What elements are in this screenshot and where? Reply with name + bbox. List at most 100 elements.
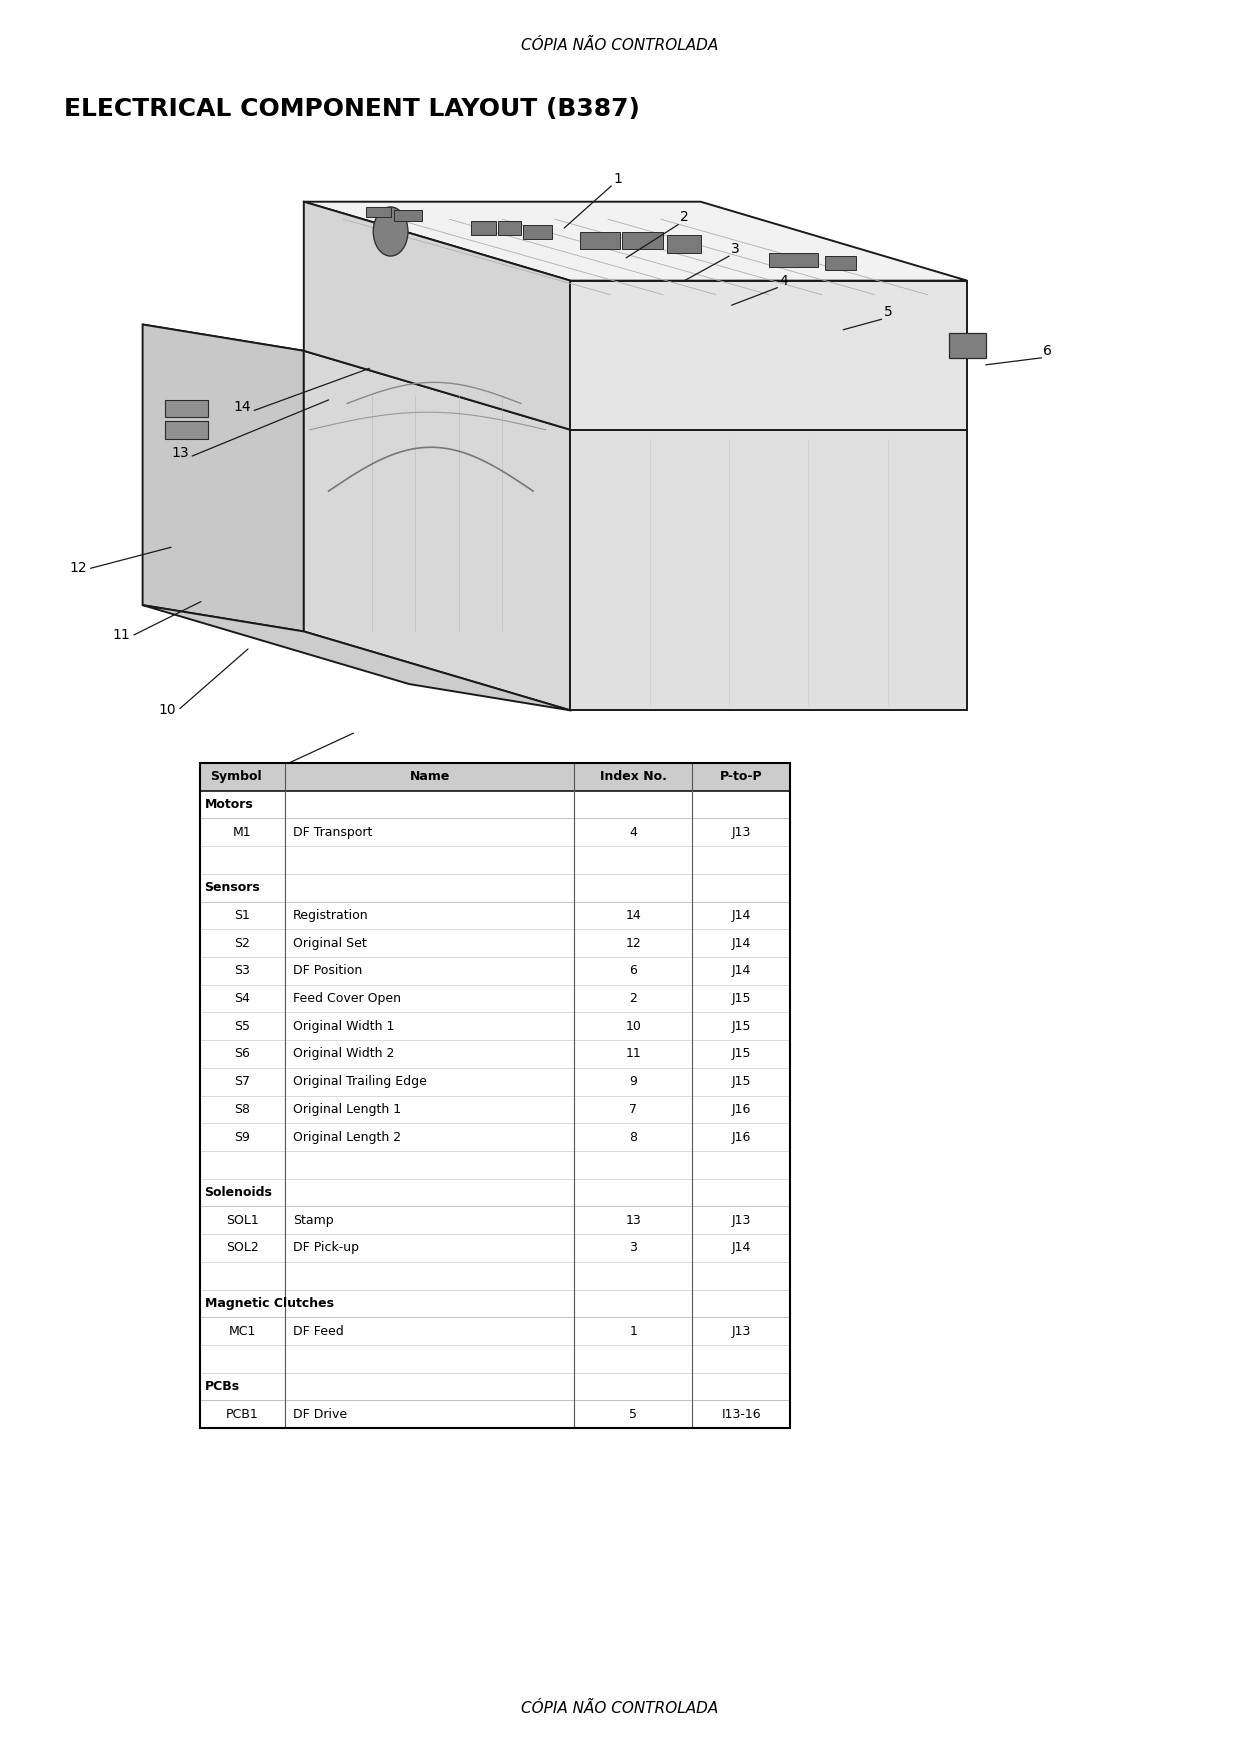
Polygon shape (622, 232, 663, 249)
Polygon shape (165, 400, 208, 417)
Polygon shape (304, 351, 570, 710)
Polygon shape (570, 281, 967, 430)
Polygon shape (200, 1151, 790, 1179)
Polygon shape (394, 210, 422, 221)
Polygon shape (200, 1207, 790, 1235)
Text: Original Length 2: Original Length 2 (293, 1131, 401, 1144)
Text: Stamp: Stamp (293, 1214, 334, 1226)
Polygon shape (667, 235, 701, 253)
Text: 12: 12 (626, 937, 641, 949)
Text: 8: 8 (352, 809, 362, 823)
Polygon shape (200, 1040, 790, 1068)
Polygon shape (570, 430, 967, 710)
Text: SOL1: SOL1 (226, 1214, 259, 1226)
Text: M1: M1 (233, 826, 252, 838)
Polygon shape (200, 1068, 790, 1096)
Text: PCB1: PCB1 (226, 1408, 259, 1421)
Text: 6: 6 (630, 965, 637, 977)
Text: Solenoids: Solenoids (205, 1186, 273, 1200)
Polygon shape (200, 1012, 790, 1040)
Text: Sensors: Sensors (205, 881, 260, 895)
Polygon shape (200, 763, 790, 791)
Text: J15: J15 (732, 993, 751, 1005)
Text: 7: 7 (451, 858, 461, 872)
Text: P-to-P: P-to-P (720, 770, 763, 784)
Text: Feed Cover Open: Feed Cover Open (293, 993, 401, 1005)
Text: J16: J16 (732, 1131, 751, 1144)
Polygon shape (304, 202, 967, 281)
Polygon shape (200, 873, 790, 902)
Text: J15: J15 (732, 1047, 751, 1061)
Polygon shape (143, 324, 304, 631)
Polygon shape (200, 819, 790, 845)
Text: Registration: Registration (293, 909, 368, 923)
Polygon shape (165, 421, 208, 438)
Text: CÓPIA NÃO CONTROLADA: CÓPIA NÃO CONTROLADA (521, 39, 719, 53)
Polygon shape (200, 1373, 790, 1400)
Text: Index No.: Index No. (600, 770, 667, 784)
Polygon shape (523, 225, 552, 239)
Polygon shape (769, 253, 818, 267)
Text: J16: J16 (732, 1103, 751, 1116)
Text: Symbol: Symbol (210, 770, 262, 784)
Text: 13: 13 (626, 1214, 641, 1226)
Text: 1: 1 (630, 1324, 637, 1338)
Text: DF Pick-up: DF Pick-up (293, 1242, 358, 1254)
Text: S2: S2 (234, 937, 250, 949)
Text: CÓPIA NÃO CONTROLADA: CÓPIA NÃO CONTROLADA (521, 1701, 719, 1715)
Text: J14: J14 (732, 965, 751, 977)
Text: Name: Name (409, 770, 450, 784)
Polygon shape (580, 232, 620, 249)
Polygon shape (143, 324, 570, 430)
Polygon shape (143, 605, 570, 710)
Text: Original Length 1: Original Length 1 (293, 1103, 401, 1116)
Text: 10: 10 (625, 1019, 641, 1033)
Text: 14: 14 (233, 400, 250, 414)
Polygon shape (200, 902, 790, 930)
Polygon shape (200, 1345, 790, 1373)
Text: 10: 10 (159, 703, 176, 717)
Text: S8: S8 (234, 1103, 250, 1116)
Polygon shape (200, 1235, 790, 1261)
Text: 13: 13 (171, 446, 188, 460)
Text: 3: 3 (630, 1242, 637, 1254)
Polygon shape (200, 958, 790, 984)
Text: 1: 1 (613, 172, 622, 186)
Text: J14: J14 (732, 937, 751, 949)
Text: J13: J13 (732, 826, 751, 838)
Text: J15: J15 (732, 1075, 751, 1087)
Text: SOL2: SOL2 (226, 1242, 259, 1254)
Text: 11: 11 (626, 1047, 641, 1061)
Polygon shape (366, 207, 391, 217)
Text: PCBs: PCBs (205, 1380, 239, 1393)
Text: DF Transport: DF Transport (293, 826, 372, 838)
Text: 2: 2 (630, 993, 637, 1005)
Text: 8: 8 (630, 1131, 637, 1144)
Text: 7: 7 (630, 1103, 637, 1116)
Text: Motors: Motors (205, 798, 253, 810)
Text: J15: J15 (732, 1019, 751, 1033)
Circle shape (373, 207, 408, 256)
Text: 14: 14 (626, 909, 641, 923)
Text: I13-16: I13-16 (722, 1408, 761, 1421)
Polygon shape (200, 984, 790, 1012)
Text: 5: 5 (883, 305, 893, 319)
Polygon shape (200, 930, 790, 958)
Text: 5: 5 (630, 1408, 637, 1421)
Polygon shape (304, 202, 570, 430)
Polygon shape (200, 1123, 790, 1151)
Text: 4: 4 (779, 274, 789, 288)
Polygon shape (200, 1289, 790, 1317)
Text: 3: 3 (730, 242, 740, 256)
Text: 9: 9 (630, 1075, 637, 1087)
Text: S6: S6 (234, 1047, 250, 1061)
Polygon shape (825, 256, 856, 270)
Text: J14: J14 (732, 1242, 751, 1254)
Text: Original Width 1: Original Width 1 (293, 1019, 394, 1033)
Polygon shape (200, 1179, 790, 1207)
Text: 9: 9 (278, 765, 288, 779)
Polygon shape (949, 333, 986, 358)
Polygon shape (200, 1096, 790, 1123)
Text: ELECTRICAL COMPONENT LAYOUT (B387): ELECTRICAL COMPONENT LAYOUT (B387) (64, 96, 640, 121)
Text: 6: 6 (1043, 344, 1053, 358)
